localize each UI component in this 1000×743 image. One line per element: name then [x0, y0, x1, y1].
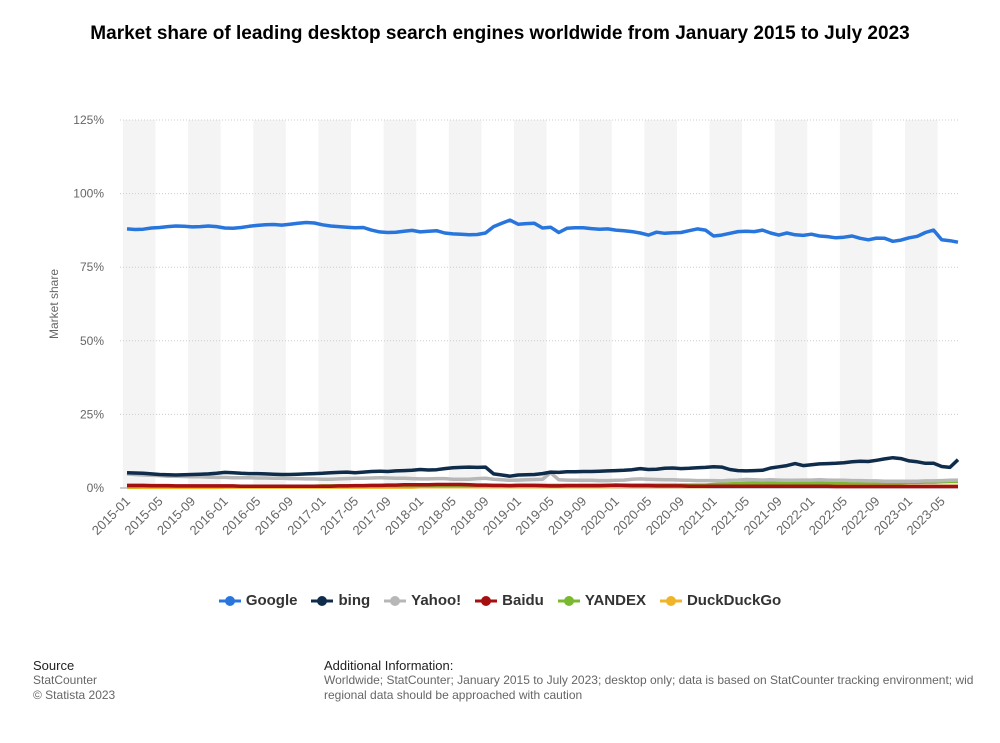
legend-marker	[475, 595, 498, 606]
background-stripe	[644, 120, 677, 488]
y-axis-label: Market share	[47, 269, 61, 339]
legend-marker	[659, 595, 682, 606]
background-stripe	[709, 120, 743, 488]
background-stripe	[774, 120, 808, 488]
legend-label: Google	[245, 592, 298, 609]
series-line	[126, 218, 959, 244]
chart-title: Market share of leading desktop search e…	[90, 23, 910, 44]
background-stripe	[318, 120, 352, 488]
source-heading: Source	[33, 658, 75, 673]
background-stripe	[122, 120, 156, 488]
background-stripe	[905, 120, 938, 488]
y-tick-label: 125%	[73, 113, 104, 127]
y-tick-label: 100%	[73, 187, 104, 201]
y-tick-label: 75%	[80, 260, 104, 274]
background-stripe	[839, 120, 873, 488]
series-line	[127, 482, 958, 489]
legend-dot	[390, 595, 401, 606]
background-stripe	[448, 120, 482, 488]
legend-dot	[317, 595, 328, 606]
series-line	[126, 470, 959, 483]
background-stripe	[513, 120, 547, 488]
legend: Google bing Yahoo! Baidu YANDEX DuckDuckGo	[0, 592, 1000, 609]
series-line	[126, 455, 960, 478]
legend-item[interactable]: Baidu	[475, 592, 544, 609]
info-heading: Additional Information:	[324, 658, 454, 673]
background-stripe	[253, 120, 286, 488]
legend-item[interactable]: Google	[218, 592, 298, 609]
additional-info: Additional Information: Worldwide; StatC…	[324, 658, 1000, 703]
legend-dot	[481, 595, 492, 606]
source: Source StatCounter © Statista 2023	[33, 658, 115, 703]
legend-item[interactable]: bing	[311, 592, 370, 609]
background-stripe	[188, 120, 221, 488]
source-line: StatCounter	[33, 673, 98, 687]
legend-dot	[563, 595, 574, 606]
legend-dot	[665, 595, 676, 606]
legend-label: Yahoo!	[411, 592, 462, 609]
legend-item[interactable]: DuckDuckGo	[659, 592, 782, 609]
background-stripe	[579, 120, 612, 488]
legend-item[interactable]: YANDEX	[557, 592, 646, 609]
chart: Market share 0%25%50%75%100%125%2015-012…	[47, 113, 960, 538]
legend-marker	[311, 595, 334, 606]
legend-label: YANDEX	[584, 592, 646, 609]
legend-marker	[218, 595, 241, 606]
legend-marker	[557, 595, 580, 606]
y-tick-label: 50%	[80, 334, 104, 348]
info-line: Worldwide; StatCounter; January 2015 to …	[324, 673, 974, 687]
y-tick-label: 25%	[80, 407, 104, 421]
legend-item[interactable]: Yahoo!	[384, 592, 461, 609]
source-line: © Statista 2023	[33, 688, 116, 702]
legend-marker	[384, 595, 407, 606]
legend-label: Baidu	[502, 592, 544, 609]
legend-label: DuckDuckGo	[686, 592, 782, 609]
y-tick-label: 0%	[87, 481, 105, 495]
info-line: regional data should be approached with …	[324, 688, 583, 702]
legend-label: bing	[338, 592, 371, 609]
legend-dot	[224, 595, 235, 606]
background-stripe	[383, 120, 417, 488]
